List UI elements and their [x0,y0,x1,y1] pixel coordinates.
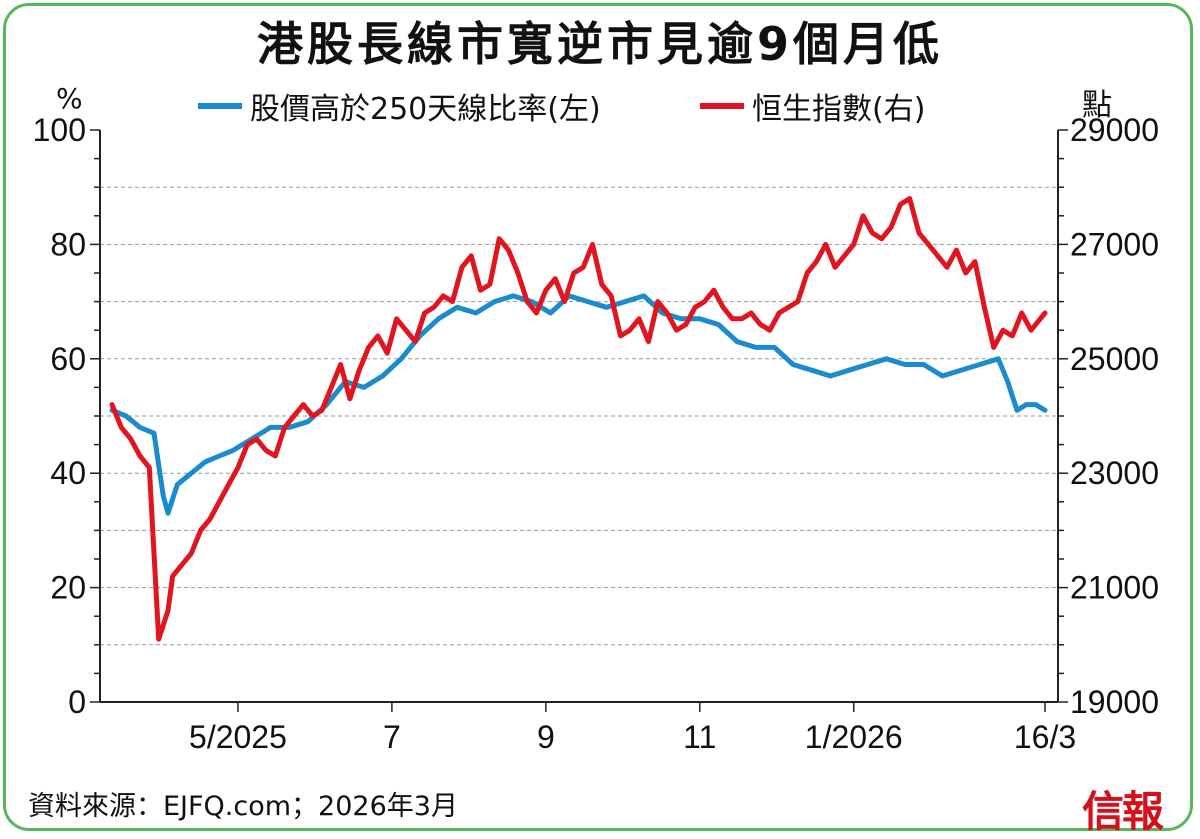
left-tick-label: 0 [68,684,86,720]
left-tick-label: 20 [50,570,86,606]
publisher-logo: 信報 [1082,787,1164,836]
chart-frame [3,3,1193,831]
x-tick-label: 1/2026 [805,719,903,755]
x-tick-label: 9 [537,719,555,755]
chart-title: 港股長線市寬逆市見逾9個月低 [256,17,943,71]
left-axis-unit: % [56,82,83,115]
chart-legend: 股價高於250天線比率(左) 恒生指數(右) [0,84,1200,127]
right-tick-label: 29000 [1070,112,1159,148]
legend-swatch-blue [198,103,242,109]
legend-label-breadth: 股價高於250天線比率(左) [250,92,601,127]
left-tick-label: 60 [50,341,86,377]
right-tick-label: 19000 [1070,684,1159,720]
left-tick-label: 40 [50,455,86,491]
legend-item-hsi: 恒生指數(右) [700,84,925,128]
legend-item-breadth: 股價高於250天線比率(左) [198,84,601,128]
x-tick-label: 5/2025 [189,719,287,755]
right-tick-label: 27000 [1070,226,1159,262]
x-tick-label: 16/3 [1014,719,1076,755]
legend-swatch-red [700,103,744,109]
series-line-hsi [109,196,1048,642]
left-tick-label: 80 [50,226,86,262]
source-note: 資料來源：EJFQ.com；2026年3月 [28,791,458,822]
legend-label-hsi: 恒生指數(右) [752,92,926,127]
x-tick-label: 11 [683,719,716,755]
left-tick-label: 100 [33,112,86,148]
series-line-breadth [109,293,1048,516]
right-tick-label: 25000 [1070,341,1159,377]
right-tick-label: 21000 [1070,570,1159,606]
right-axis-unit: 點 [1082,88,1112,123]
right-tick-label: 23000 [1070,455,1159,491]
x-tick-label: 7 [383,719,401,755]
